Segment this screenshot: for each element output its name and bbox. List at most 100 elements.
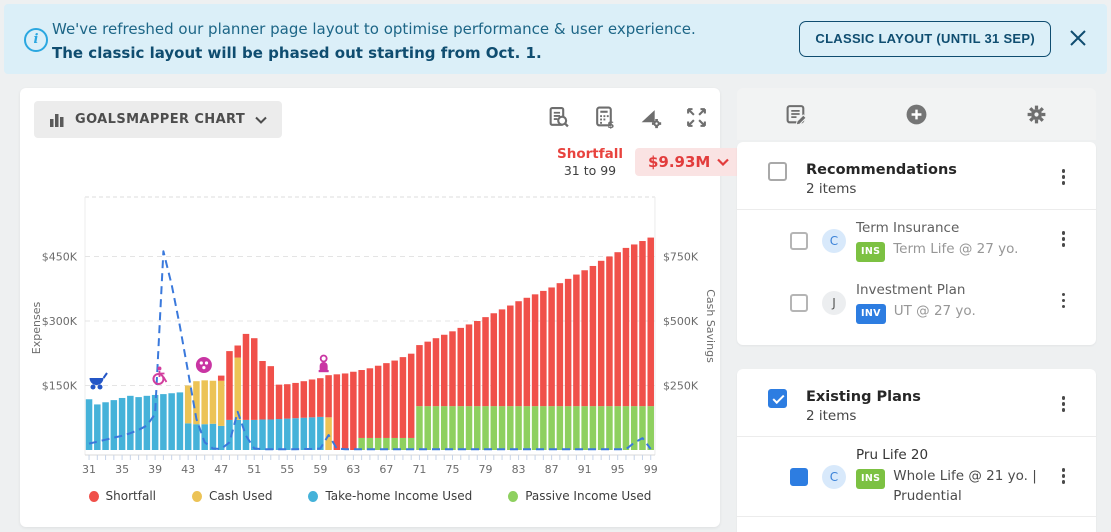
shortfall-summary: Shortfall 31 to 99 $9.93M xyxy=(557,146,743,178)
existing-plans-card: Existing Plans 2 items C Pru Life 20 INS… xyxy=(737,369,1096,532)
svg-text:99: 99 xyxy=(644,463,658,476)
trend-settings-icon[interactable] xyxy=(639,106,662,129)
legend-item: Shortfall xyxy=(88,489,156,503)
shortfall-label: Shortfall xyxy=(557,146,623,162)
shortfall-range: 31 to 99 xyxy=(563,163,617,178)
svg-text:47: 47 xyxy=(214,463,228,476)
legend-dot xyxy=(308,490,319,502)
item-title: Investment Plan xyxy=(856,281,966,298)
inv-badge: INV xyxy=(856,303,886,324)
list-item-pru-life-20: C Pru Life 20 INS Whole Life @ 21 yo. | … xyxy=(737,437,1096,516)
kebab-menu-icon[interactable] xyxy=(1059,290,1069,312)
svg-text:Cash Savings: Cash Savings xyxy=(704,289,717,363)
wheelchair-milestone-icon xyxy=(152,366,168,385)
info-icon: i xyxy=(24,28,48,52)
svg-text:51: 51 xyxy=(247,463,261,476)
legend-item: Passive Income Used xyxy=(508,489,651,503)
svg-text:55: 55 xyxy=(280,463,294,476)
avatar: C xyxy=(822,464,846,489)
note-edit-icon[interactable] xyxy=(785,103,808,126)
shortfall-value: $9.93M xyxy=(647,153,711,171)
shortfall-value-dropdown[interactable]: $9.93M xyxy=(634,148,743,176)
sidebar-toolbar xyxy=(737,88,1096,140)
avatar: J xyxy=(822,290,846,315)
chevron-down-icon xyxy=(255,116,267,124)
svg-text:59: 59 xyxy=(313,463,327,476)
svg-text:63: 63 xyxy=(346,463,360,476)
section-header-recommendations: Recommendations 2 items xyxy=(737,142,1096,209)
item-checkbox[interactable] xyxy=(790,467,808,486)
svg-text:43: 43 xyxy=(181,463,195,476)
chart-type-dropdown[interactable]: GOALSMAPPER CHART xyxy=(34,101,283,138)
svg-text:$300K: $300K xyxy=(42,315,78,328)
svg-text:$500K: $500K xyxy=(663,315,699,328)
stroller-milestone-icon xyxy=(89,372,108,390)
item-checkbox[interactable] xyxy=(790,231,808,250)
close-icon[interactable] xyxy=(1067,27,1089,49)
banner-text-line1: We've refreshed our planner page layout … xyxy=(52,20,696,38)
svg-text:$: $ xyxy=(607,120,614,129)
svg-text:91: 91 xyxy=(578,463,592,476)
list-item-unit-trust[interactable]: Unit Trust xyxy=(737,517,1096,532)
classic-layout-button[interactable]: CLASSIC LAYOUT (UNTIL 31 SEP) xyxy=(799,21,1051,57)
svg-text:$450K: $450K xyxy=(42,251,78,264)
item-desc: UT @ 27 yo. xyxy=(893,302,976,319)
chart-legend: Shortfall Cash Used Take-home Income Used P… xyxy=(20,489,720,503)
divider xyxy=(737,209,1096,210)
item-title: Term Insurance xyxy=(856,220,960,236)
section-count: 2 items xyxy=(806,408,857,424)
svg-text:Expenses: Expenses xyxy=(30,302,43,355)
report-search-icon[interactable] xyxy=(547,106,570,129)
chart-type-label: GOALSMAPPER CHART xyxy=(75,112,246,127)
add-item-icon[interactable] xyxy=(905,103,928,126)
svg-text:35: 35 xyxy=(115,463,129,476)
svg-text:$250K: $250K xyxy=(663,380,699,393)
list-item-term-insurance: C Term Insurance INS Term Life @ 27 yo. xyxy=(737,210,1096,272)
recommendations-card: Recommendations 2 items C Term Insurance… xyxy=(737,142,1096,345)
svg-text:83: 83 xyxy=(512,463,526,476)
recommendations-checkbox[interactable] xyxy=(768,162,787,181)
section-title: Existing Plans xyxy=(806,389,921,405)
kebab-menu-icon[interactable] xyxy=(1059,166,1069,188)
goalsmapper-chart[interactable]: $150K $300K $450K $250K $500K $750K Expenses Ca… xyxy=(20,188,720,488)
section-title: Recommendations xyxy=(806,162,957,178)
existing-plans-checkbox[interactable] xyxy=(768,389,787,408)
fullscreen-icon[interactable] xyxy=(685,106,708,129)
svg-text:$150K: $150K xyxy=(42,380,78,393)
legend-dot xyxy=(508,490,519,502)
divider xyxy=(737,436,1096,437)
item-title: Pru Life 20 xyxy=(856,447,929,463)
svg-text:79: 79 xyxy=(479,463,493,476)
kebab-menu-icon[interactable] xyxy=(1059,465,1069,487)
legend-dot xyxy=(88,490,99,502)
divider xyxy=(737,516,1096,518)
svg-text:31: 31 xyxy=(82,463,96,476)
item-desc: Term Life @ 27 yo. xyxy=(893,241,1019,257)
svg-text:95: 95 xyxy=(611,463,625,476)
legend-dot xyxy=(192,490,202,502)
kebab-menu-icon[interactable] xyxy=(1059,228,1069,250)
svg-text:75: 75 xyxy=(445,463,459,476)
person-milestone-icon xyxy=(318,354,329,373)
list-item-investment-plan: J Investment Plan INV UT @ 27 yo. xyxy=(737,272,1096,334)
ins-badge: INS xyxy=(856,242,886,262)
section-header-existing-plans: Existing Plans 2 items xyxy=(737,369,1096,436)
legend-item: Cash Used xyxy=(192,489,272,503)
ball-milestone-icon xyxy=(195,357,212,373)
chevron-down-icon xyxy=(717,158,730,166)
item-desc: Whole Life @ 21 yo. | Prudential xyxy=(893,468,1037,504)
calculator-dollar-icon[interactable]: $ xyxy=(593,106,616,129)
section-count: 2 items xyxy=(806,181,857,197)
announcement-banner: i We've refreshed our planner page layou… xyxy=(4,4,1107,74)
settings-gear-icon[interactable] xyxy=(1025,103,1048,126)
bar-chart-icon xyxy=(50,113,64,127)
legend-item: Take-home Income Used xyxy=(308,489,472,503)
item-checkbox[interactable] xyxy=(790,293,808,312)
svg-text:87: 87 xyxy=(545,463,559,476)
ins-badge: INS xyxy=(856,469,886,489)
chart-toolbar: $ xyxy=(547,106,708,129)
kebab-menu-icon[interactable] xyxy=(1059,393,1069,415)
banner-text-line2: The classic layout will be phased out st… xyxy=(52,44,542,62)
svg-text:39: 39 xyxy=(148,463,162,476)
